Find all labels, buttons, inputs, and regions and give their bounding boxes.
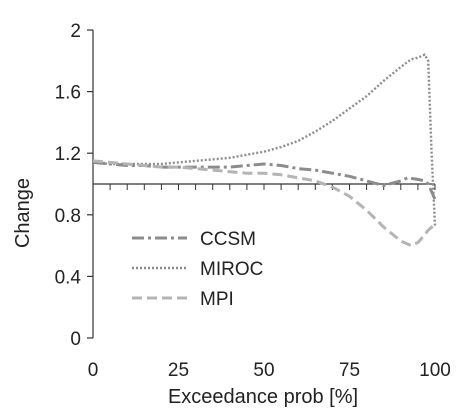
series-line-ccsm — [92, 160, 437, 201]
series-line-miroc — [92, 53, 437, 226]
y-tick-label: 1.6 — [55, 83, 81, 104]
x-tick-label: 75 — [339, 360, 360, 381]
legend-label-ccsm: CCSM — [200, 229, 256, 250]
x-axis-label: Exceedance prob [%] — [168, 386, 358, 408]
series-line-mpi — [92, 159, 437, 248]
y-tick-label: 0 — [70, 329, 81, 350]
y-tick-label: 2 — [70, 21, 81, 42]
y-axis-label: Change — [12, 178, 34, 248]
legend-label-miroc: MIROC — [200, 259, 263, 280]
y-tick-label: 1.2 — [55, 144, 81, 165]
x-tick-label: 25 — [168, 360, 189, 381]
series-lines — [92, 53, 437, 248]
x-tick-label: 100 — [419, 360, 451, 381]
y-tick-label: 0.4 — [55, 267, 82, 288]
x-tick-label: 0 — [88, 360, 99, 381]
legend: CCSM MIROC MPI — [132, 229, 263, 310]
x-tick-label: 50 — [253, 360, 274, 381]
axes: 0 0.4 0.8 1.2 1.6 2 0 25 50 75 100 — [55, 21, 451, 381]
y-tick-label: 0.8 — [55, 206, 81, 227]
legend-label-mpi: MPI — [200, 289, 234, 310]
